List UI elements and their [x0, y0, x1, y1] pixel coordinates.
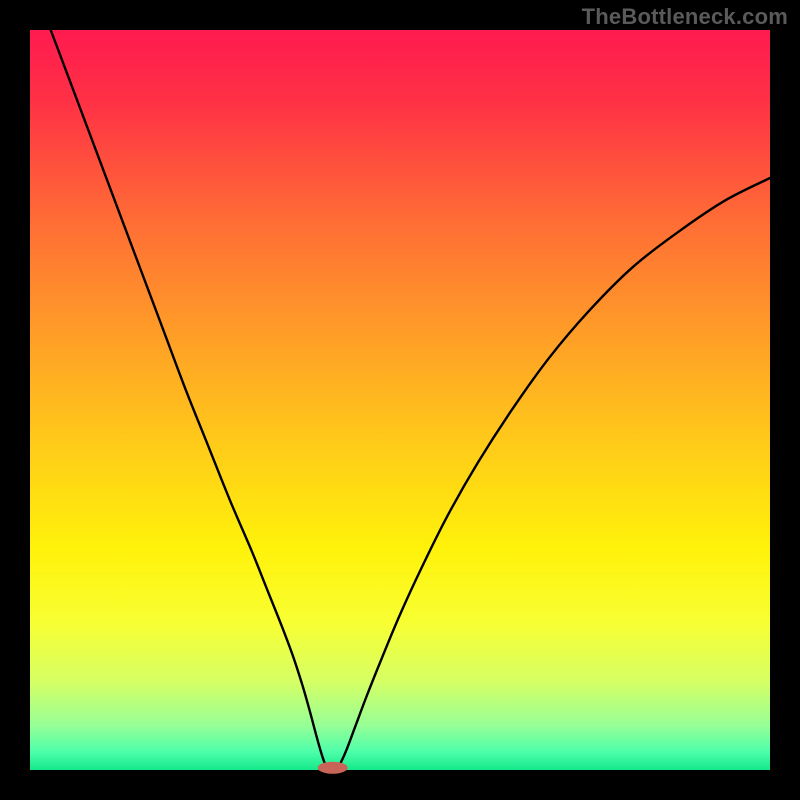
watermark-text: TheBottleneck.com: [582, 4, 788, 30]
optimal-marker: [318, 762, 348, 774]
gradient-background: [30, 30, 770, 770]
chart-container: TheBottleneck.com: [0, 0, 800, 800]
bottleneck-chart-svg: [0, 0, 800, 800]
